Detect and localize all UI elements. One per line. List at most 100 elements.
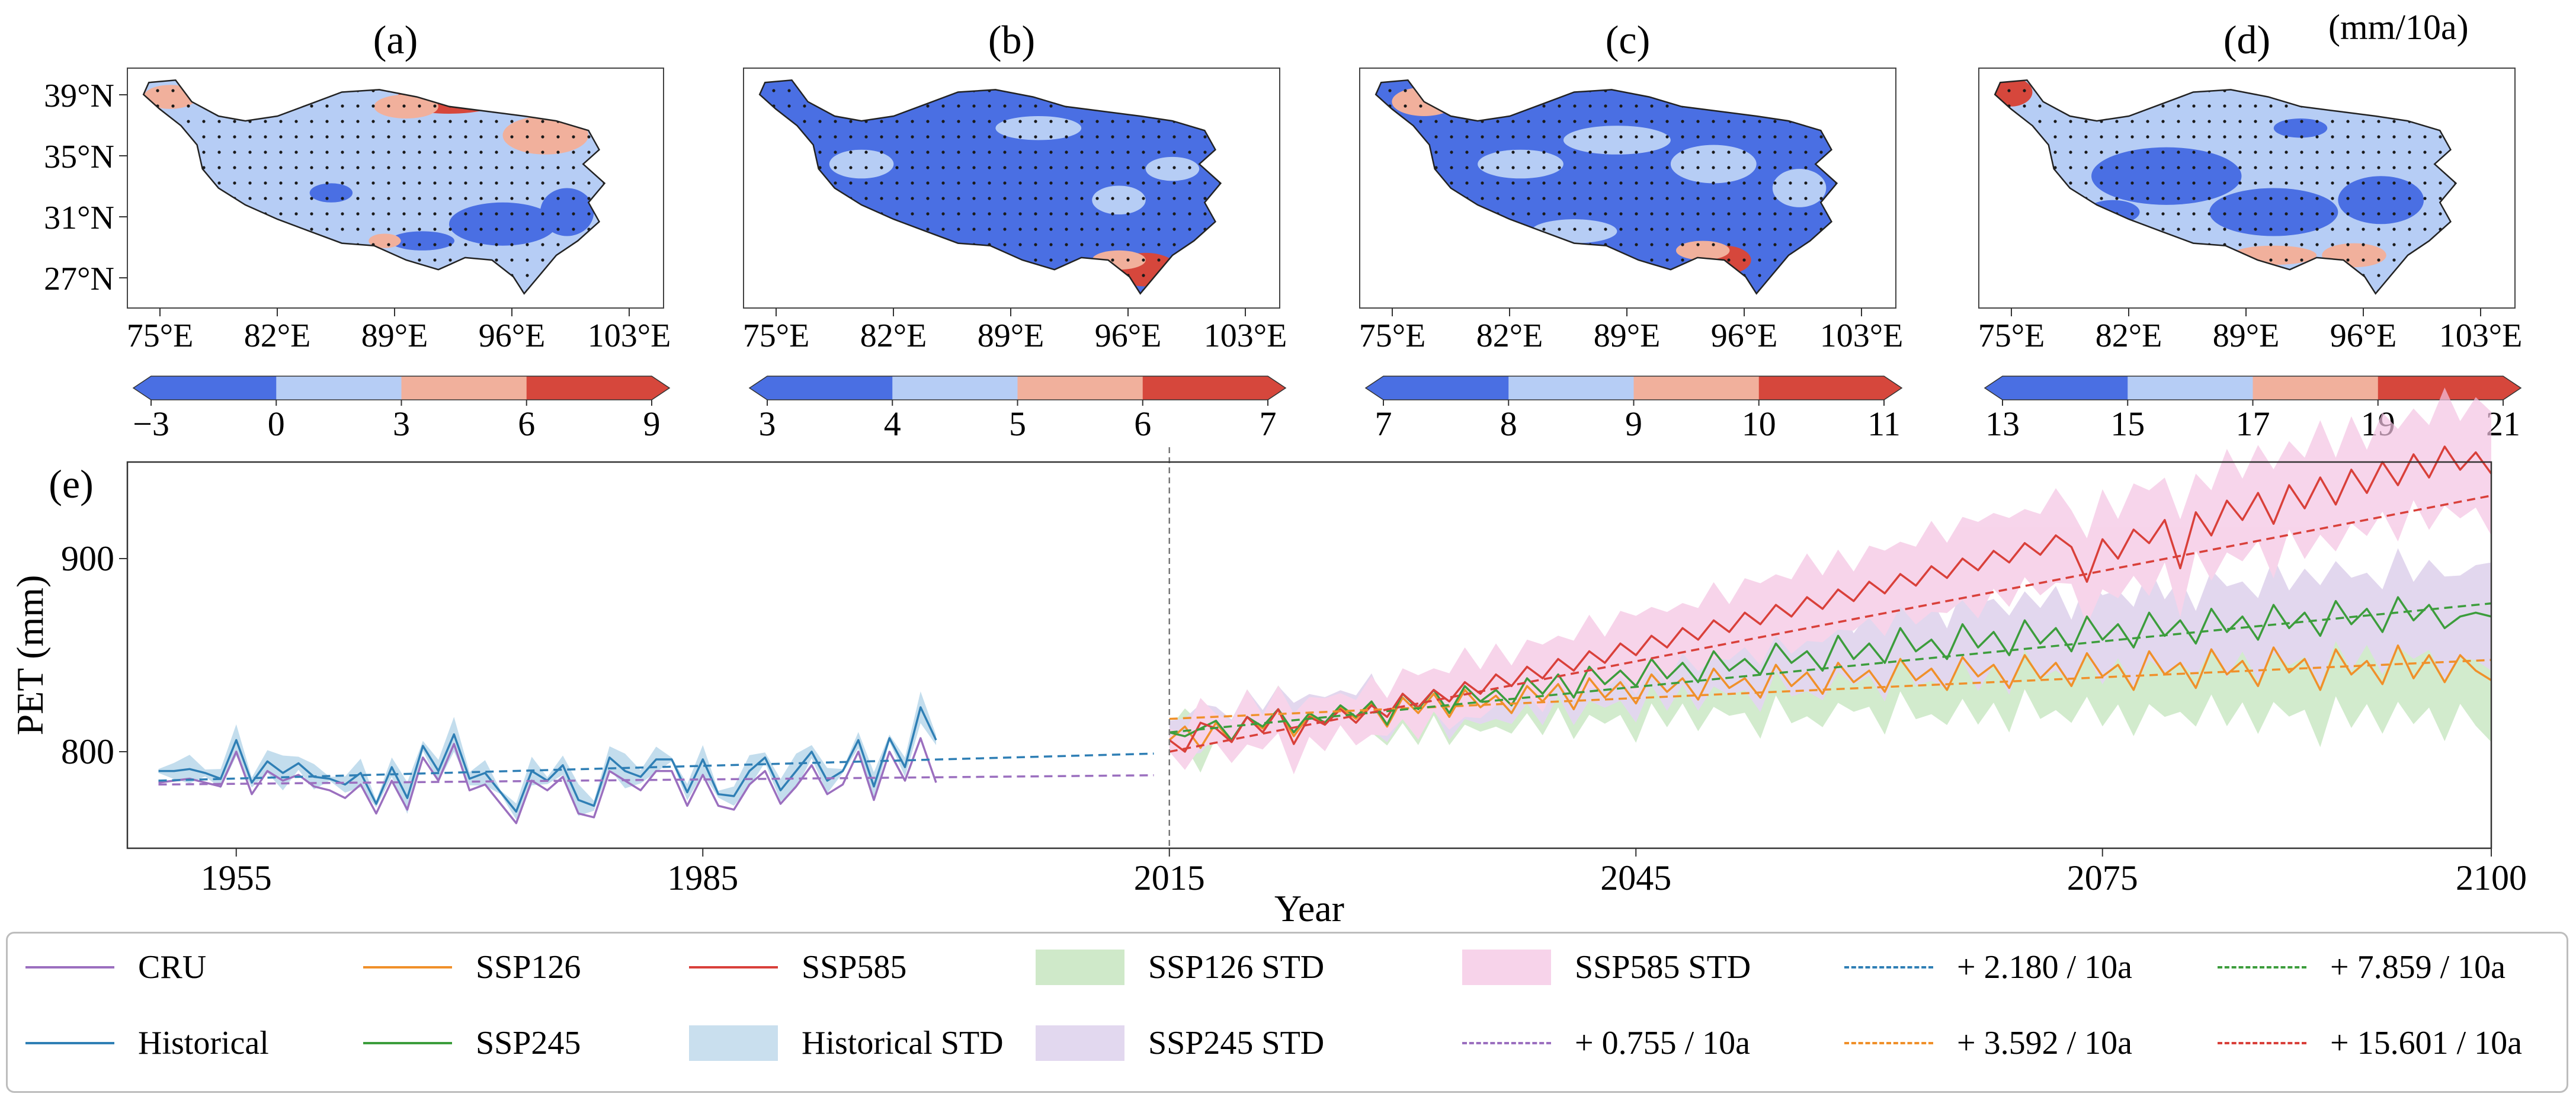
- stipple-dot: [418, 258, 421, 262]
- stipple-dot: [1992, 243, 1995, 246]
- stipple-dot: [1527, 243, 1530, 246]
- stipple-dot: [818, 150, 822, 154]
- stipple-dot: [1866, 181, 1869, 184]
- stipple-dot: [1558, 197, 1561, 200]
- stipple-dot: [957, 304, 960, 307]
- stipple-dot: [2038, 150, 2042, 154]
- stipple-dot: [2469, 150, 2472, 153]
- stipple-dot: [387, 258, 390, 262]
- stipple-dot: [2454, 197, 2456, 200]
- stipple-dot: [510, 212, 514, 216]
- stipple-dot: [2315, 258, 2319, 262]
- stipple-dot: [448, 227, 452, 231]
- stipple-dot: [2485, 304, 2488, 307]
- stipple-dot: [1712, 243, 1715, 246]
- series-line: [1169, 596, 2492, 742]
- colorbar-tick-label: 4: [884, 405, 901, 443]
- stipple-dot: [187, 150, 190, 154]
- stipple-dot: [156, 212, 159, 216]
- stipple-dot: [1034, 212, 1037, 216]
- stipple-dot: [433, 227, 437, 231]
- stipple-dot: [1373, 243, 1376, 246]
- stipple-dot: [988, 73, 991, 76]
- stipple-dot: [418, 104, 421, 108]
- stipple-dot: [2223, 135, 2226, 139]
- series-line: [158, 737, 937, 825]
- stipple-dot: [1588, 258, 1592, 262]
- stipple-dot: [1992, 304, 1995, 307]
- stipple-dot: [2454, 274, 2456, 277]
- stipple-dot: [2485, 197, 2488, 200]
- stipple-dot: [2238, 120, 2242, 123]
- stipple-dot: [1850, 212, 1853, 215]
- stipple-dot: [2023, 227, 2026, 231]
- stipple-dot: [2392, 150, 2396, 154]
- stipple-dot: [988, 212, 991, 216]
- stipple-dot: [433, 73, 436, 76]
- stipple-dot: [1681, 274, 1684, 277]
- stipple-dot: [294, 150, 298, 154]
- legend-line-sample: [25, 1042, 114, 1044]
- stipple-dot: [2130, 150, 2134, 154]
- stipple-dot: [1234, 227, 1237, 230]
- stipple-dot: [803, 197, 806, 200]
- stipple-dot: [1835, 212, 1837, 216]
- stipple-dot: [1866, 212, 1869, 215]
- stipple-dot: [2069, 89, 2072, 92]
- stipple-dot: [2500, 150, 2503, 153]
- stipple-dot: [2285, 212, 2288, 216]
- stipple-dot: [1665, 89, 1669, 92]
- stipple-dot: [2100, 289, 2103, 293]
- stipple-dot: [1419, 304, 1422, 307]
- stipple-dot: [2485, 227, 2488, 230]
- stipple-dot: [448, 304, 451, 307]
- stipple-dot: [1373, 258, 1376, 261]
- stipple-dot: [495, 227, 498, 231]
- stipple-dot: [2331, 73, 2334, 76]
- stipple-dot: [1635, 197, 1638, 200]
- stipple-dot: [1835, 289, 1837, 293]
- lat-tick-label: 39°N: [44, 78, 114, 114]
- stipple-dot: [603, 120, 605, 123]
- stipple-dot: [1881, 135, 1884, 138]
- stipple-dot: [895, 197, 899, 200]
- stipple-dot: [1496, 274, 1500, 277]
- stipple-dot: [2439, 73, 2442, 76]
- stipple-dot: [140, 304, 143, 307]
- stipple-dot: [217, 227, 221, 231]
- stipple-dot: [541, 227, 544, 231]
- stipple-dot: [2115, 274, 2119, 277]
- lon-tick-label: 103°E: [588, 318, 671, 354]
- stipple-dot: [2146, 104, 2149, 108]
- stipple-dot: [294, 181, 298, 185]
- stipple-dot: [1789, 304, 1792, 307]
- stipple-dot: [849, 212, 853, 216]
- x-axis-label: Year: [1274, 887, 1344, 929]
- stipple-dot: [1049, 181, 1053, 185]
- legend-item: SSP585 STD: [1462, 947, 1751, 988]
- stipple-dot: [2007, 289, 2011, 293]
- stipple-dot: [1142, 258, 1145, 262]
- stipple-dot: [1126, 166, 1130, 169]
- x-tick-label: 1955: [201, 858, 272, 897]
- stipple-dot: [448, 181, 452, 185]
- stipple-dot: [310, 104, 313, 108]
- stipple-dot: [325, 258, 329, 262]
- stipple-dot: [1481, 89, 1484, 92]
- stipple-dot: [1496, 166, 1500, 169]
- lon-tick-label: 96°E: [1711, 318, 1778, 354]
- stipple-dot: [1527, 120, 1530, 123]
- stipple-dot: [310, 227, 313, 231]
- stipple-dot: [1742, 73, 1745, 76]
- stipple-dot: [2346, 304, 2349, 307]
- stipple-dot: [1758, 197, 1761, 200]
- stipple-dot: [2130, 120, 2134, 123]
- stipple-dot: [1080, 150, 1084, 154]
- stipple-dot: [1280, 135, 1283, 138]
- stipple-dot: [1095, 274, 1099, 277]
- map-field: [140, 73, 605, 307]
- stipple-dot: [187, 104, 190, 108]
- stipple-dot: [495, 150, 498, 154]
- stipple-dot: [1450, 258, 1453, 262]
- stipple-dot: [2069, 166, 2072, 169]
